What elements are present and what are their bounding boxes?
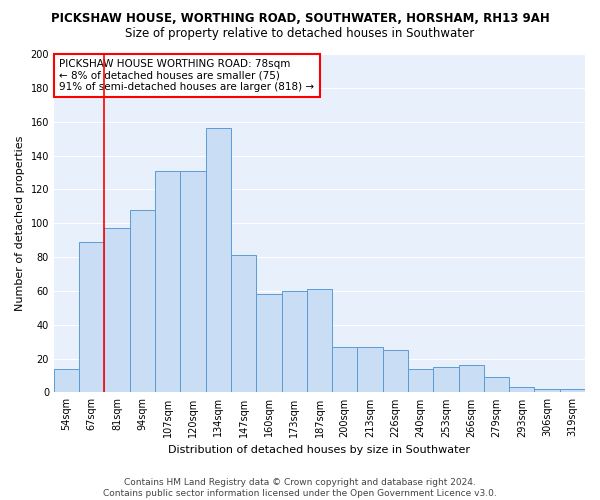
Bar bbox=[104, 228, 130, 392]
Bar bbox=[231, 256, 256, 392]
Bar bbox=[281, 291, 307, 392]
Bar bbox=[408, 368, 433, 392]
X-axis label: Distribution of detached houses by size in Southwater: Distribution of detached houses by size … bbox=[169, 445, 470, 455]
Text: Size of property relative to detached houses in Southwater: Size of property relative to detached ho… bbox=[125, 28, 475, 40]
Bar bbox=[332, 346, 358, 393]
Bar bbox=[560, 389, 585, 392]
Y-axis label: Number of detached properties: Number of detached properties bbox=[15, 136, 25, 311]
Bar bbox=[307, 289, 332, 393]
Text: PICKSHAW HOUSE WORTHING ROAD: 78sqm
← 8% of detached houses are smaller (75)
91%: PICKSHAW HOUSE WORTHING ROAD: 78sqm ← 8%… bbox=[59, 59, 314, 92]
Bar bbox=[433, 367, 458, 392]
Bar bbox=[130, 210, 155, 392]
Text: PICKSHAW HOUSE, WORTHING ROAD, SOUTHWATER, HORSHAM, RH13 9AH: PICKSHAW HOUSE, WORTHING ROAD, SOUTHWATE… bbox=[50, 12, 550, 26]
Bar bbox=[358, 346, 383, 393]
Bar bbox=[383, 350, 408, 393]
Bar bbox=[181, 171, 206, 392]
Bar bbox=[256, 294, 281, 392]
Bar bbox=[54, 368, 79, 392]
Bar bbox=[206, 128, 231, 392]
Bar bbox=[535, 389, 560, 392]
Bar bbox=[155, 171, 181, 392]
Bar bbox=[509, 388, 535, 392]
Bar bbox=[484, 377, 509, 392]
Bar bbox=[79, 242, 104, 392]
Bar bbox=[458, 366, 484, 392]
Text: Contains HM Land Registry data © Crown copyright and database right 2024.
Contai: Contains HM Land Registry data © Crown c… bbox=[103, 478, 497, 498]
